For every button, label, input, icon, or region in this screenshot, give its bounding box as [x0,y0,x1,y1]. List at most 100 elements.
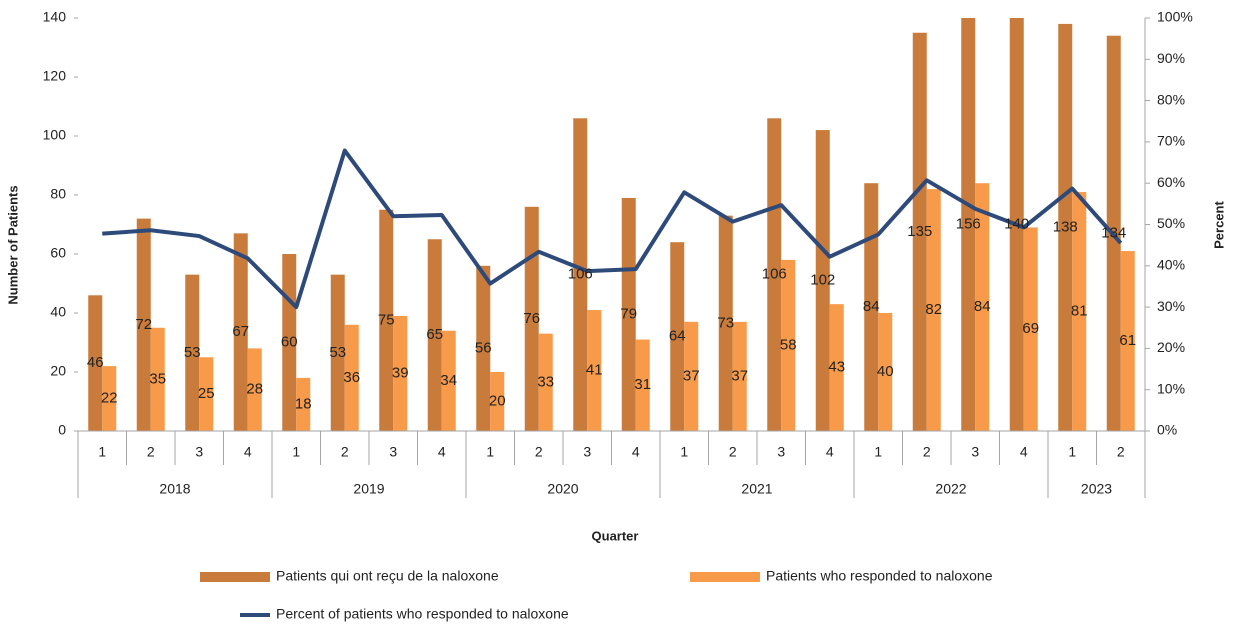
bar [150,327,165,431]
x-tick-label: 4 [1020,444,1028,460]
data-label: 46 [87,354,104,371]
bar [538,333,553,431]
bar [330,274,345,431]
bar [912,32,927,431]
x-tick-label: 1 [1068,444,1076,460]
y2-axis-title: Percent [1211,200,1226,248]
data-label: 102 [810,272,835,289]
x-tick-label: 2 [535,444,543,460]
data-label: 72 [135,316,152,333]
bar [88,295,103,431]
bar [975,183,990,431]
bar [102,366,117,431]
bar [476,265,491,431]
x-tick-label: 4 [632,444,640,460]
x-tick-label: 3 [195,444,203,460]
bar [136,218,151,431]
bar [829,304,844,431]
bar [732,321,747,431]
data-label: 53 [184,344,201,361]
data-label: 31 [634,376,651,393]
data-label: 138 [1053,218,1078,235]
data-label: 82 [925,301,942,318]
bar [718,215,733,431]
data-label: 61 [1119,332,1136,349]
legend-label: Patients qui ont reçu de la naloxone [276,568,499,584]
data-label: 69 [1022,320,1039,337]
y2-tick-label: 60% [1157,174,1185,190]
data-label: 53 [329,344,346,361]
data-label: 73 [717,314,734,331]
y2-tick-label: 10% [1157,380,1185,396]
data-label: 156 [956,215,981,232]
bar [296,377,311,431]
data-label: 79 [620,305,637,322]
data-label: 67 [232,323,249,340]
y-tick-label: 60 [50,245,66,261]
x-group-label: 2018 [159,481,190,497]
y2-tick-label: 40% [1157,257,1185,273]
data-label: 64 [669,328,686,345]
x-tick-label: 1 [680,444,688,460]
y-tick-label: 0 [58,422,66,438]
x-tick-label: 2 [147,444,155,460]
data-label: 41 [586,361,603,378]
bar [1120,251,1135,431]
data-label: 18 [295,395,312,412]
bar [815,130,830,431]
y-tick-label: 140 [43,9,67,25]
bar [427,239,442,431]
bar [1023,227,1038,431]
bar [379,209,394,431]
y2-tick-label: 50% [1157,215,1185,231]
bar [767,118,782,432]
legend-swatch [200,572,270,582]
data-label: 37 [731,367,748,384]
data-label: 56 [475,339,492,356]
bar [524,206,539,431]
bar [587,310,602,431]
bar [926,189,941,431]
data-label: 33 [537,373,554,390]
data-label: 39 [392,364,409,381]
x-tick-label: 3 [777,444,785,460]
y-tick-label: 80 [50,186,66,202]
data-label: 106 [568,266,593,283]
bar [961,18,976,432]
data-label: 40 [877,363,894,380]
x-tick-label: 4 [244,444,252,460]
x-tick-label: 1 [98,444,106,460]
x-tick-label: 3 [971,444,979,460]
bar [199,357,214,431]
bar [781,259,796,431]
data-label: 20 [489,392,506,409]
data-label: 60 [281,333,298,350]
data-label: 134 [1101,224,1126,241]
y2-tick-label: 30% [1157,298,1185,314]
bar [344,324,359,431]
data-label: 28 [246,381,263,398]
bar [635,339,650,431]
x-tick-label: 2 [341,444,349,460]
bar [185,274,200,431]
y-tick-label: 40 [50,304,66,320]
y2-tick-label: 70% [1157,133,1185,149]
data-label: 34 [440,372,457,389]
bar [670,242,685,431]
bar [573,118,588,432]
x-tick-label: 1 [486,444,494,460]
data-label: 37 [683,367,700,384]
data-label: 58 [780,336,797,353]
plot-area [88,18,1135,432]
data-label: 140 [1004,215,1029,232]
x-tick-label: 1 [874,444,882,460]
x-tick-label: 2 [1117,444,1125,460]
data-label: 135 [907,223,932,240]
y2-tick-label: 20% [1157,339,1185,355]
bar [247,348,262,431]
y2-tick-label: 90% [1157,50,1185,66]
y2-tick-label: 100% [1157,9,1193,25]
y2-tick-label: 0% [1157,422,1177,438]
bar [441,330,456,431]
